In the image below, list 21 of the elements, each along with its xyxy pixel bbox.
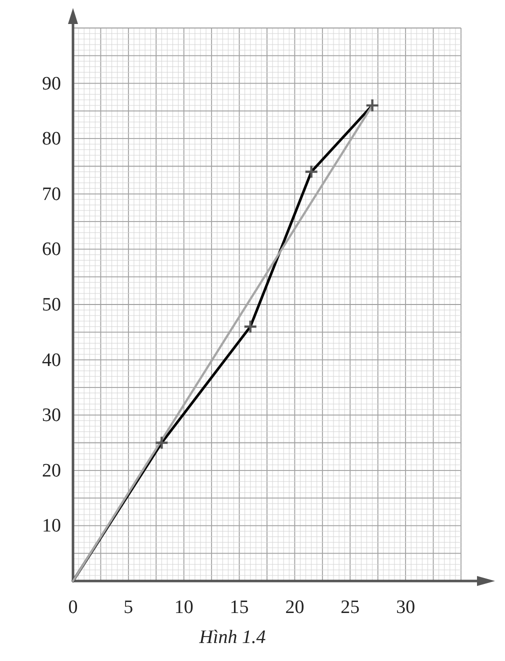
x-tick-label: 5	[124, 597, 134, 618]
text: Hình 1.4	[198, 627, 266, 648]
x-tick-label: 20	[285, 597, 304, 618]
y-tick-label: 10	[42, 516, 61, 537]
y-tick-label: 60	[42, 239, 61, 260]
x-tick-label: 10	[174, 597, 194, 618]
y-tick-label: 80	[42, 128, 61, 150]
y-tick-label: 70	[42, 184, 61, 205]
x-tick-label: 30	[396, 597, 416, 618]
y-tick-label: 50	[42, 294, 61, 316]
point	[243, 320, 258, 334]
x-tick-label: 0	[68, 597, 78, 618]
point	[154, 436, 169, 450]
point	[304, 164, 318, 179]
x-tick-label: 25	[340, 597, 360, 618]
point	[365, 98, 380, 113]
y-tick-label: 40	[42, 350, 61, 371]
y-tick-label: 90	[42, 73, 61, 94]
y-tick-label: 30	[42, 405, 61, 426]
y-tick-label: 20	[42, 460, 61, 482]
x-tick-label: 15	[230, 597, 249, 618]
